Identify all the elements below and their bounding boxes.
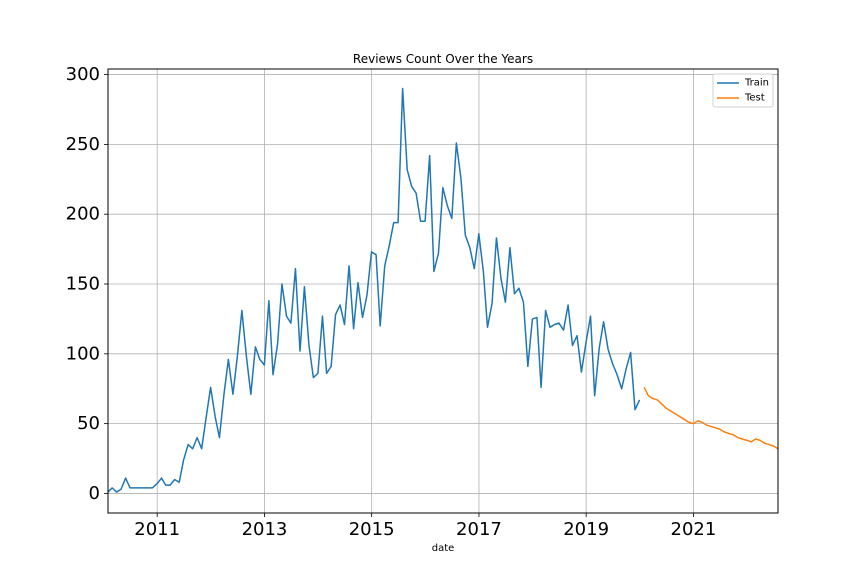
x-tick-label: 2011	[134, 519, 180, 540]
legend-label-train: Train	[744, 78, 769, 89]
y-tick-label: 150	[66, 274, 100, 295]
x-tick-label: 2015	[349, 519, 395, 540]
x-axis-label: date	[432, 543, 455, 554]
x-tick-label: 2021	[671, 519, 717, 540]
legend: Train Test	[712, 73, 774, 108]
plot-frame	[107, 68, 779, 514]
x-tick-label: 2019	[563, 519, 609, 540]
chart-title: Reviews Count Over the Years	[353, 52, 533, 66]
y-tick-label: 50	[77, 413, 100, 434]
series-line-train	[107, 87, 641, 493]
y-tick-label: 0	[89, 483, 100, 504]
series-layer	[107, 87, 779, 493]
grid	[108, 69, 778, 513]
y-tick-label: 250	[66, 134, 100, 155]
x-tick-label: 2013	[242, 519, 288, 540]
legend-label-test: Test	[744, 93, 765, 104]
y-tick-label: 200	[66, 204, 100, 225]
y-tick-label: 300	[66, 64, 100, 85]
y-tick-label: 100	[66, 343, 100, 364]
x-tick-label: 2017	[456, 519, 502, 540]
series-line-test	[643, 387, 779, 450]
ticks: 0 50 100 150 200 250 300 2011 2013 2015 2017 2019 20…	[66, 64, 717, 540]
